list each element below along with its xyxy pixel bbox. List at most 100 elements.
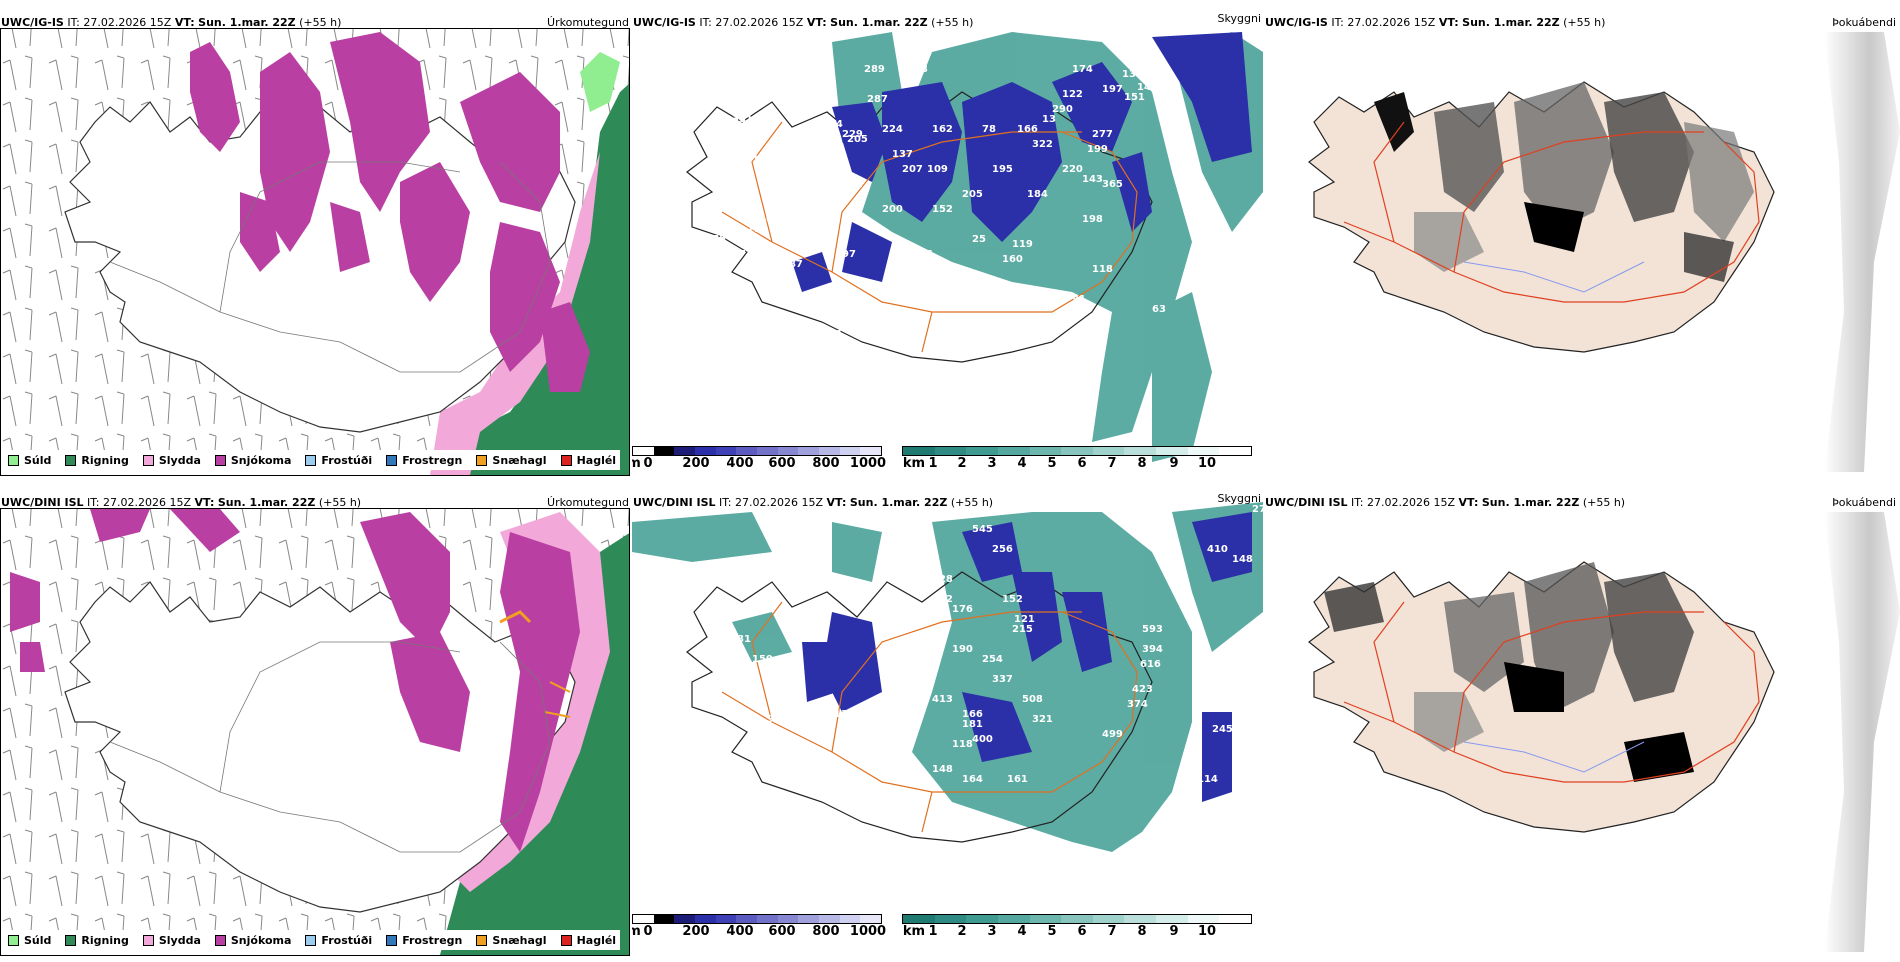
- it-label: IT:: [719, 496, 732, 509]
- legend-item-snow: Snjókoma: [214, 454, 291, 467]
- cloud-base-label: 136: [912, 249, 933, 260]
- cloud-base-label: 152: [1002, 594, 1023, 605]
- cloud-base-label: 245: [1212, 724, 1233, 735]
- cloud-base-label: 148: [1232, 554, 1253, 565]
- cloud-base-label: 63: [1152, 304, 1166, 315]
- legend-item-sleet: Slydda: [142, 934, 201, 947]
- panel-title: Skyggni: [1217, 12, 1261, 25]
- it-value: 27.02.2026 15Z: [103, 496, 192, 509]
- precip-type-panel: UWC/IG-IS IT: 27.02.2026 15Z VT: Sun. 1.…: [0, 12, 631, 482]
- cloud-base-label: 365: [1102, 179, 1123, 190]
- cloud-base-label: 244: [822, 119, 843, 130]
- visibility-colorbar: km 1 2 3 4 5 6 7 8 9 10: [902, 914, 1252, 940]
- legend-item-hail: Haglél: [560, 934, 616, 947]
- cloud-base-label: 75: [712, 234, 726, 245]
- fog-areas: [1324, 562, 1694, 782]
- it-label: IT:: [699, 16, 712, 29]
- cloud-base-label: 215: [1012, 624, 1033, 635]
- cloud-base-label: 199: [1087, 144, 1108, 155]
- cloud-base-label: 207: [902, 164, 923, 175]
- cloud-base-areas: [802, 512, 1252, 802]
- cloud-base-label: 195: [992, 164, 1013, 175]
- lead-time: (+55 h): [1563, 16, 1606, 29]
- cloud-base-label: 109: [1117, 34, 1138, 45]
- cloud-base-label: 190: [952, 644, 973, 655]
- cloud-base-label: 545: [972, 524, 993, 535]
- cloud-base-label: 256: [992, 544, 1013, 555]
- vt-value: Sun. 1.mar. 22Z: [217, 496, 316, 509]
- cloud-base-label: 137: [892, 149, 913, 160]
- cloud-base-label: 248: [782, 104, 803, 115]
- cloud-base-label: 242: [842, 179, 863, 190]
- cloud-base-label: 119: [1012, 239, 1033, 250]
- cloud-base-label: 254: [982, 654, 1003, 665]
- cloud-base-label: 289: [864, 64, 885, 75]
- row-dini: UWC/DINI ISL IT: 27.02.2026 15Z VT: Sun.…: [0, 492, 1900, 962]
- cloud-base-label: 394: [1142, 644, 1163, 655]
- cloud-base-label: 77: [797, 724, 811, 735]
- cloud-base-label: 262: [932, 594, 953, 605]
- coastline: [686, 571, 1153, 843]
- lead-time: (+55 h): [299, 16, 342, 29]
- cloud-base-label: 423: [1132, 684, 1153, 695]
- cloud-base-label: 126: [752, 214, 773, 225]
- vt-label: VT:: [174, 16, 195, 29]
- model-name: UWC/DINI ISL: [633, 496, 716, 509]
- it-value: 27.02.2026 15Z: [1347, 16, 1436, 29]
- rain-area: [440, 533, 629, 955]
- it-label: IT:: [1331, 16, 1344, 29]
- vt-value: Sun. 1.mar. 22Z: [198, 16, 296, 29]
- cloud-base-label: 593: [1142, 624, 1163, 635]
- cloud-base-label: 29: [902, 754, 916, 765]
- model-name: UWC/DINI ISL: [1265, 496, 1348, 509]
- cloud-base-label: 410: [1207, 544, 1228, 555]
- cloud-base-label: 8: [1247, 634, 1254, 645]
- visibility-panel: UWC/DINI ISL IT: 27.02.2026 15Z VT: Sun.…: [632, 492, 1263, 962]
- visibility-panel: UWC/IG-IS IT: 27.02.2026 15Z VT: Sun. 1.…: [632, 12, 1263, 482]
- cloud-base-label: 331: [732, 114, 753, 125]
- panel-title: Þokuábendi: [1832, 16, 1896, 29]
- cloud-base-label: 25: [972, 234, 986, 245]
- precip-legend: Súld Rigning Slydda Snjókoma Frostúði Fr…: [4, 930, 621, 950]
- cloud-base-label: 13: [1042, 114, 1056, 125]
- cloud-base-label: 140: [1137, 82, 1158, 93]
- it-label: IT:: [1351, 496, 1364, 509]
- roads: [721, 601, 1138, 833]
- vt-value: Sun. 1.mar. 22Z: [1462, 16, 1560, 29]
- vt-label: VT:: [1458, 496, 1479, 509]
- panel-header: UWC/DINI ISL IT: 27.02.2026 15Z VT: Sun.…: [0, 496, 631, 512]
- rivers: [1463, 741, 1645, 773]
- cloud-base-label: 205: [962, 189, 983, 200]
- panel-header: UWC/DINI ISL IT: 27.02.2026 15Z VT: Sun.…: [632, 492, 1263, 512]
- legend-item-drizzle: Súld: [8, 454, 51, 467]
- cloud-base-label: 508: [1022, 694, 1043, 705]
- cloud-base-label: 161: [1007, 774, 1028, 785]
- lead-time: (+55 h): [950, 496, 994, 509]
- panel-title: Úrkomutegund: [547, 496, 629, 509]
- it-label: IT:: [87, 496, 100, 509]
- cloud-base-label: 148: [922, 634, 943, 645]
- it-value: 27.02.2026 15Z: [1367, 496, 1456, 509]
- cloud-base-label: 290: [1052, 104, 1073, 115]
- legend-item-hail: Haglél: [560, 454, 616, 467]
- lead-time: (+55 h): [318, 496, 362, 509]
- cloud-base-label: 164: [962, 774, 983, 785]
- cloud-base-label: 114: [1197, 774, 1218, 785]
- panel-title: Úrkomutegund: [547, 16, 629, 29]
- cloud-base-label: 236: [792, 219, 813, 230]
- cloud-base-label: 152: [932, 204, 953, 215]
- cloud-base-label: 121: [1014, 614, 1035, 625]
- cloud-base-label: 174: [1072, 64, 1093, 75]
- rivers: [1463, 261, 1645, 293]
- cloud-base-label: 91: [1072, 294, 1086, 305]
- vt-label: VT:: [194, 496, 215, 509]
- legend-item-sleet: Slydda: [142, 454, 201, 467]
- cloud-base-label: 211: [822, 329, 843, 340]
- precip-type-panel: UWC/DINI ISL IT: 27.02.2026 15Z VT: Sun.…: [0, 492, 631, 962]
- cloud-base-label: 143: [1082, 174, 1103, 185]
- cloud-base-label: 321: [1032, 714, 1053, 725]
- cloud-base-label: 374: [1127, 699, 1148, 710]
- cloud-base-label: 277: [1092, 129, 1113, 140]
- cloud-base-label: 142: [782, 674, 803, 685]
